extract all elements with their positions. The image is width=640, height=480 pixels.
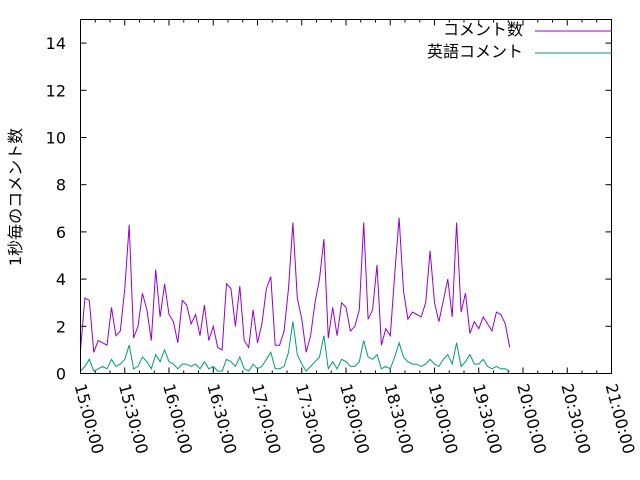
y-tick-label: 12 bbox=[46, 81, 66, 100]
x-tick-label: 19:00:00 bbox=[425, 382, 462, 456]
plot-frame bbox=[80, 19, 612, 374]
y-tick-label: 10 bbox=[46, 129, 66, 148]
y-tick-label: 8 bbox=[56, 176, 66, 195]
axis-ticks bbox=[80, 19, 612, 374]
series-line-0 bbox=[80, 217, 511, 353]
x-tick-label: 17:00:00 bbox=[248, 382, 285, 456]
x-tick-label: 18:00:00 bbox=[336, 382, 373, 456]
series-lines bbox=[80, 217, 511, 372]
legend-label-series-0: コメント数 bbox=[443, 20, 523, 39]
y-tick-label: 14 bbox=[46, 34, 66, 53]
x-tick-label: 21:00:00 bbox=[602, 382, 639, 456]
y-tick-labels: 0 2 4 6 8 10 12 14 bbox=[46, 34, 66, 383]
y-tick-label: 0 bbox=[56, 365, 66, 384]
legend-label-series-1: 英語コメント bbox=[427, 42, 523, 61]
x-tick-label: 17:30:00 bbox=[292, 382, 329, 456]
x-tick-label: 20:00:00 bbox=[513, 382, 550, 456]
x-tick-label: 18:30:00 bbox=[380, 382, 417, 456]
x-tick-label: 16:30:00 bbox=[203, 382, 240, 456]
y-tick-label: 4 bbox=[56, 270, 66, 289]
x-tick-labels: 15:00:00 15:30:00 16:00:00 16:30:00 17:00:00… bbox=[71, 382, 639, 456]
x-tick-label: 16:00:00 bbox=[159, 382, 196, 456]
x-tick-label: 15:30:00 bbox=[115, 382, 152, 456]
y-axis-label: 1秒毎のコメント数 bbox=[6, 128, 25, 266]
x-tick-label: 20:30:00 bbox=[557, 382, 594, 456]
x-tick-label: 15:00:00 bbox=[71, 382, 108, 456]
y-tick-label: 6 bbox=[56, 223, 66, 242]
x-tick-label: 19:30:00 bbox=[469, 382, 506, 456]
y-tick-label: 2 bbox=[56, 317, 66, 336]
legend: コメント数 英語コメント bbox=[427, 20, 612, 61]
series-line-1 bbox=[80, 321, 510, 372]
